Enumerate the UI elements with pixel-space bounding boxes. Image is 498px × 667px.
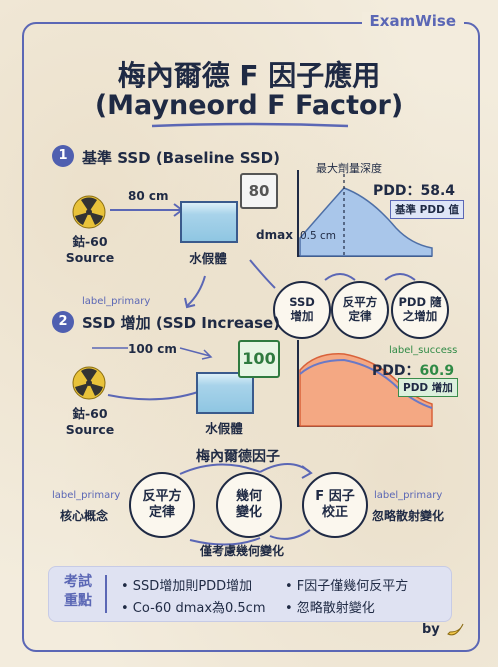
geometry-only-label: 僅考慮幾何變化 bbox=[200, 544, 285, 558]
pdd-value-2: PDD：60.9 bbox=[372, 363, 455, 379]
radiation-icon-2 bbox=[72, 366, 106, 400]
banana-icon bbox=[447, 623, 464, 636]
ssd-counter-100: 100 bbox=[238, 340, 280, 378]
flow-inverse-square: 反平方 定律 bbox=[331, 281, 389, 339]
factor-arrows bbox=[179, 463, 313, 546]
pdd-value-1: PDD：58.4 bbox=[373, 183, 456, 199]
factor-left-tag: label_primary bbox=[52, 490, 121, 501]
pdd-increase-badge: PDD 增加 bbox=[398, 378, 458, 397]
footer-by: by bbox=[422, 622, 440, 637]
section2-tag: label_primary bbox=[82, 296, 151, 307]
dmax-value: 0.5 cm bbox=[300, 230, 337, 242]
baseline-badge: 基準 PDD 值 bbox=[390, 200, 464, 219]
water-phantom-2 bbox=[196, 372, 254, 414]
section1-number: 1 bbox=[52, 145, 74, 167]
section1-title: 基準 SSD (Baseline SSD) bbox=[82, 149, 280, 167]
flow-arrows-1 bbox=[249, 259, 416, 289]
flow-ssd-increase: SSD 增加 bbox=[273, 281, 331, 339]
radiation-icon bbox=[72, 195, 106, 229]
factor-inverse-square: 反平方 定律 bbox=[129, 472, 195, 538]
summary-point-2: • F因子僅幾何反平方 bbox=[285, 579, 409, 594]
factor-right-tag: label_primary bbox=[374, 490, 443, 501]
peak-label: 最大劑量深度 bbox=[316, 162, 382, 175]
ssd-counter-80: 80 bbox=[240, 173, 278, 209]
exam-summary-box: 考試 重點 • SSD增加則PDD增加 • F因子僅幾何反平方 • Co-60 … bbox=[48, 566, 452, 622]
source-label-2: 鈷-60 Source bbox=[65, 406, 115, 437]
brand-logo: ExamWise bbox=[361, 12, 464, 30]
title-underline bbox=[151, 122, 349, 128]
success-tag: label_success bbox=[389, 345, 458, 356]
flow-pdd-increase: PDD 隨之增加 bbox=[391, 281, 449, 339]
summary-divider bbox=[105, 575, 107, 613]
phantom-label-1: 水假體 bbox=[189, 251, 227, 266]
beam-arrow-1 bbox=[110, 203, 184, 217]
section2-number: 2 bbox=[52, 311, 74, 333]
source-label-1: 鈷-60 Source bbox=[65, 234, 115, 265]
page-title: 梅內爾德 F 因子應用 bbox=[117, 59, 381, 92]
summary-point-4: • 忽略散射變化 bbox=[285, 601, 375, 616]
page-frame bbox=[22, 22, 480, 652]
core-concept-label: 核心概念 bbox=[60, 509, 109, 523]
summary-point-3: • Co-60 dmax為0.5cm bbox=[121, 601, 266, 616]
summary-point-1: • SSD增加則PDD增加 bbox=[121, 579, 253, 594]
page-subtitle: (Mayneord F Factor) bbox=[94, 90, 404, 121]
ignore-scatter-label: 忽略散射變化 bbox=[372, 509, 445, 523]
down-arrow-1 bbox=[184, 275, 206, 309]
phantom-label-2: 水假體 bbox=[205, 421, 243, 436]
beam-arrow-2 bbox=[92, 347, 213, 401]
factor-geometry: 幾何 變化 bbox=[216, 472, 282, 538]
pdd-graph-2 bbox=[297, 340, 433, 427]
dmax-label: dmax bbox=[256, 228, 293, 242]
pdd-graph-1 bbox=[297, 170, 433, 257]
section2-title: SSD 增加 (SSD Increase) bbox=[82, 314, 281, 332]
summary-label: 考試 重點 bbox=[64, 574, 92, 609]
water-phantom-1 bbox=[180, 201, 238, 243]
distance-label-2: 100 cm bbox=[128, 342, 177, 356]
factor-title: 梅內爾德因子 bbox=[196, 449, 280, 465]
distance-label-1: 80 cm bbox=[128, 189, 169, 203]
factor-f-correction: F 因子 校正 bbox=[302, 472, 368, 538]
